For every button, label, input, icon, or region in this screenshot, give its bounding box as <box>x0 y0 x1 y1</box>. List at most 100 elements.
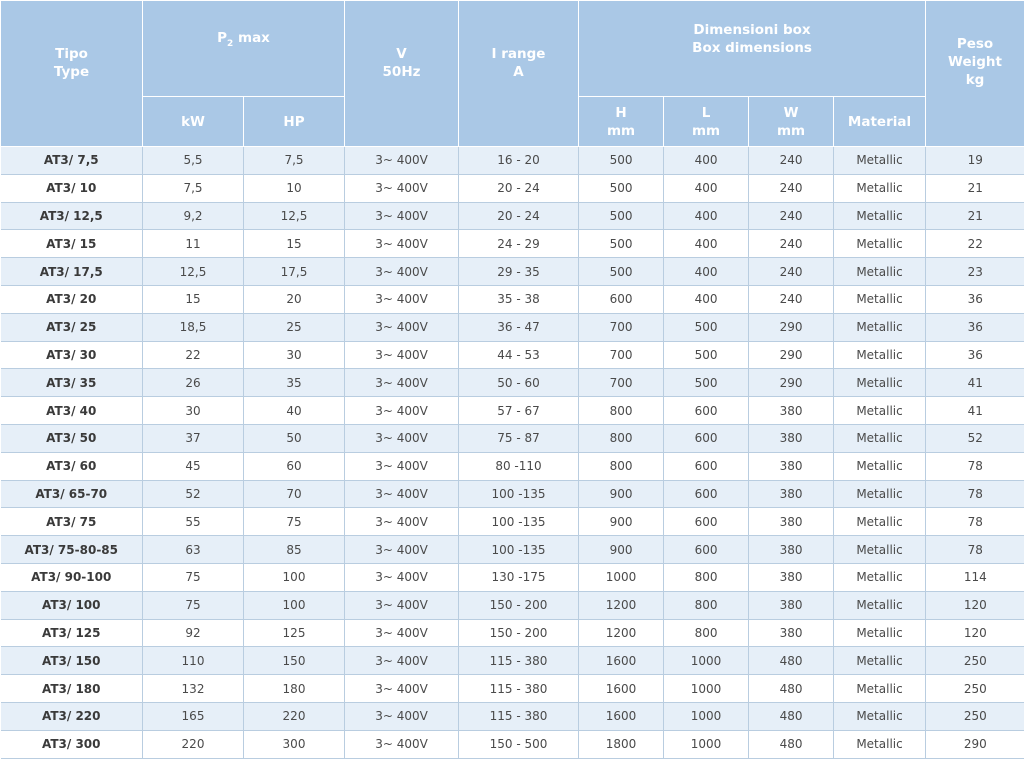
cell-w: 380 <box>749 508 834 536</box>
cell-w: 380 <box>749 536 834 564</box>
cell-hp: 15 <box>244 230 345 258</box>
cell-w: 480 <box>749 647 834 675</box>
cell-material: Metallic <box>834 730 926 758</box>
header-tipo-type: Tipo Type <box>1 1 143 147</box>
cell-hp: 20 <box>244 285 345 313</box>
cell-l: 500 <box>664 313 749 341</box>
cell-kw: 7,5 <box>143 174 244 202</box>
header-v-label: V <box>345 45 458 63</box>
cell-kw: 15 <box>143 285 244 313</box>
cell-voltage: 3~ 400V <box>345 702 459 730</box>
cell-l: 600 <box>664 452 749 480</box>
cell-voltage: 3~ 400V <box>345 536 459 564</box>
cell-i-range: 100 -135 <box>459 536 579 564</box>
cell-hp: 75 <box>244 508 345 536</box>
cell-h: 900 <box>579 480 664 508</box>
cell-type: AT3/ 90-100 <box>1 563 143 591</box>
header-i-range: I range A <box>459 1 579 147</box>
cell-weight: 120 <box>926 619 1024 647</box>
cell-type: AT3/ 50 <box>1 424 143 452</box>
cell-h: 500 <box>579 202 664 230</box>
cell-hp: 300 <box>244 730 345 758</box>
cell-hp: 180 <box>244 675 345 703</box>
cell-h: 1200 <box>579 591 664 619</box>
cell-hp: 50 <box>244 424 345 452</box>
cell-voltage: 3~ 400V <box>345 452 459 480</box>
cell-type: AT3/ 125 <box>1 619 143 647</box>
cell-w: 480 <box>749 675 834 703</box>
cell-w: 380 <box>749 397 834 425</box>
cell-weight: 120 <box>926 591 1024 619</box>
cell-hp: 70 <box>244 480 345 508</box>
cell-l: 800 <box>664 591 749 619</box>
cell-voltage: 3~ 400V <box>345 619 459 647</box>
cell-i-range: 35 - 38 <box>459 285 579 313</box>
header-dim-en-label: Box dimensions <box>579 39 925 57</box>
cell-w: 480 <box>749 702 834 730</box>
cell-weight: 114 <box>926 563 1024 591</box>
header-w-label: W <box>749 104 833 122</box>
cell-voltage: 3~ 400V <box>345 174 459 202</box>
cell-h: 900 <box>579 536 664 564</box>
cell-type: AT3/ 30 <box>1 341 143 369</box>
cell-kw: 22 <box>143 341 244 369</box>
cell-voltage: 3~ 400V <box>345 647 459 675</box>
cell-hp: 85 <box>244 536 345 564</box>
cell-voltage: 3~ 400V <box>345 508 459 536</box>
cell-h: 500 <box>579 230 664 258</box>
cell-weight: 36 <box>926 341 1024 369</box>
cell-w: 240 <box>749 202 834 230</box>
header-h-label: H <box>579 104 663 122</box>
cell-i-range: 150 - 200 <box>459 619 579 647</box>
cell-i-range: 29 - 35 <box>459 258 579 286</box>
cell-l: 400 <box>664 230 749 258</box>
cell-i-range: 44 - 53 <box>459 341 579 369</box>
cell-i-range: 75 - 87 <box>459 424 579 452</box>
cell-h: 1200 <box>579 619 664 647</box>
cell-kw: 132 <box>143 675 244 703</box>
cell-material: Metallic <box>834 702 926 730</box>
cell-i-range: 100 -135 <box>459 508 579 536</box>
cell-l: 600 <box>664 508 749 536</box>
cell-type: AT3/ 7,5 <box>1 147 143 175</box>
cell-voltage: 3~ 400V <box>345 675 459 703</box>
cell-weight: 250 <box>926 702 1024 730</box>
header-weight-label: Weight <box>926 53 1024 71</box>
header-hz-label: 50Hz <box>345 63 458 81</box>
cell-type: AT3/ 60 <box>1 452 143 480</box>
header-irange-label: I range <box>459 45 578 63</box>
cell-w: 380 <box>749 424 834 452</box>
cell-l: 1000 <box>664 675 749 703</box>
cell-voltage: 3~ 400V <box>345 397 459 425</box>
header-material: Material <box>834 97 926 147</box>
cell-weight: 36 <box>926 313 1024 341</box>
cell-material: Metallic <box>834 230 926 258</box>
cell-material: Metallic <box>834 313 926 341</box>
cell-weight: 22 <box>926 230 1024 258</box>
cell-material: Metallic <box>834 341 926 369</box>
cell-kw: 92 <box>143 619 244 647</box>
cell-type: AT3/ 65-70 <box>1 480 143 508</box>
cell-weight: 290 <box>926 730 1024 758</box>
cell-voltage: 3~ 400V <box>345 563 459 591</box>
cell-hp: 60 <box>244 452 345 480</box>
cell-kw: 55 <box>143 508 244 536</box>
header-p2-suffix: max <box>233 30 270 46</box>
cell-hp: 40 <box>244 397 345 425</box>
header-weight: Peso Weight kg <box>926 1 1024 147</box>
cell-w: 380 <box>749 480 834 508</box>
cell-material: Metallic <box>834 369 926 397</box>
cell-h: 600 <box>579 285 664 313</box>
